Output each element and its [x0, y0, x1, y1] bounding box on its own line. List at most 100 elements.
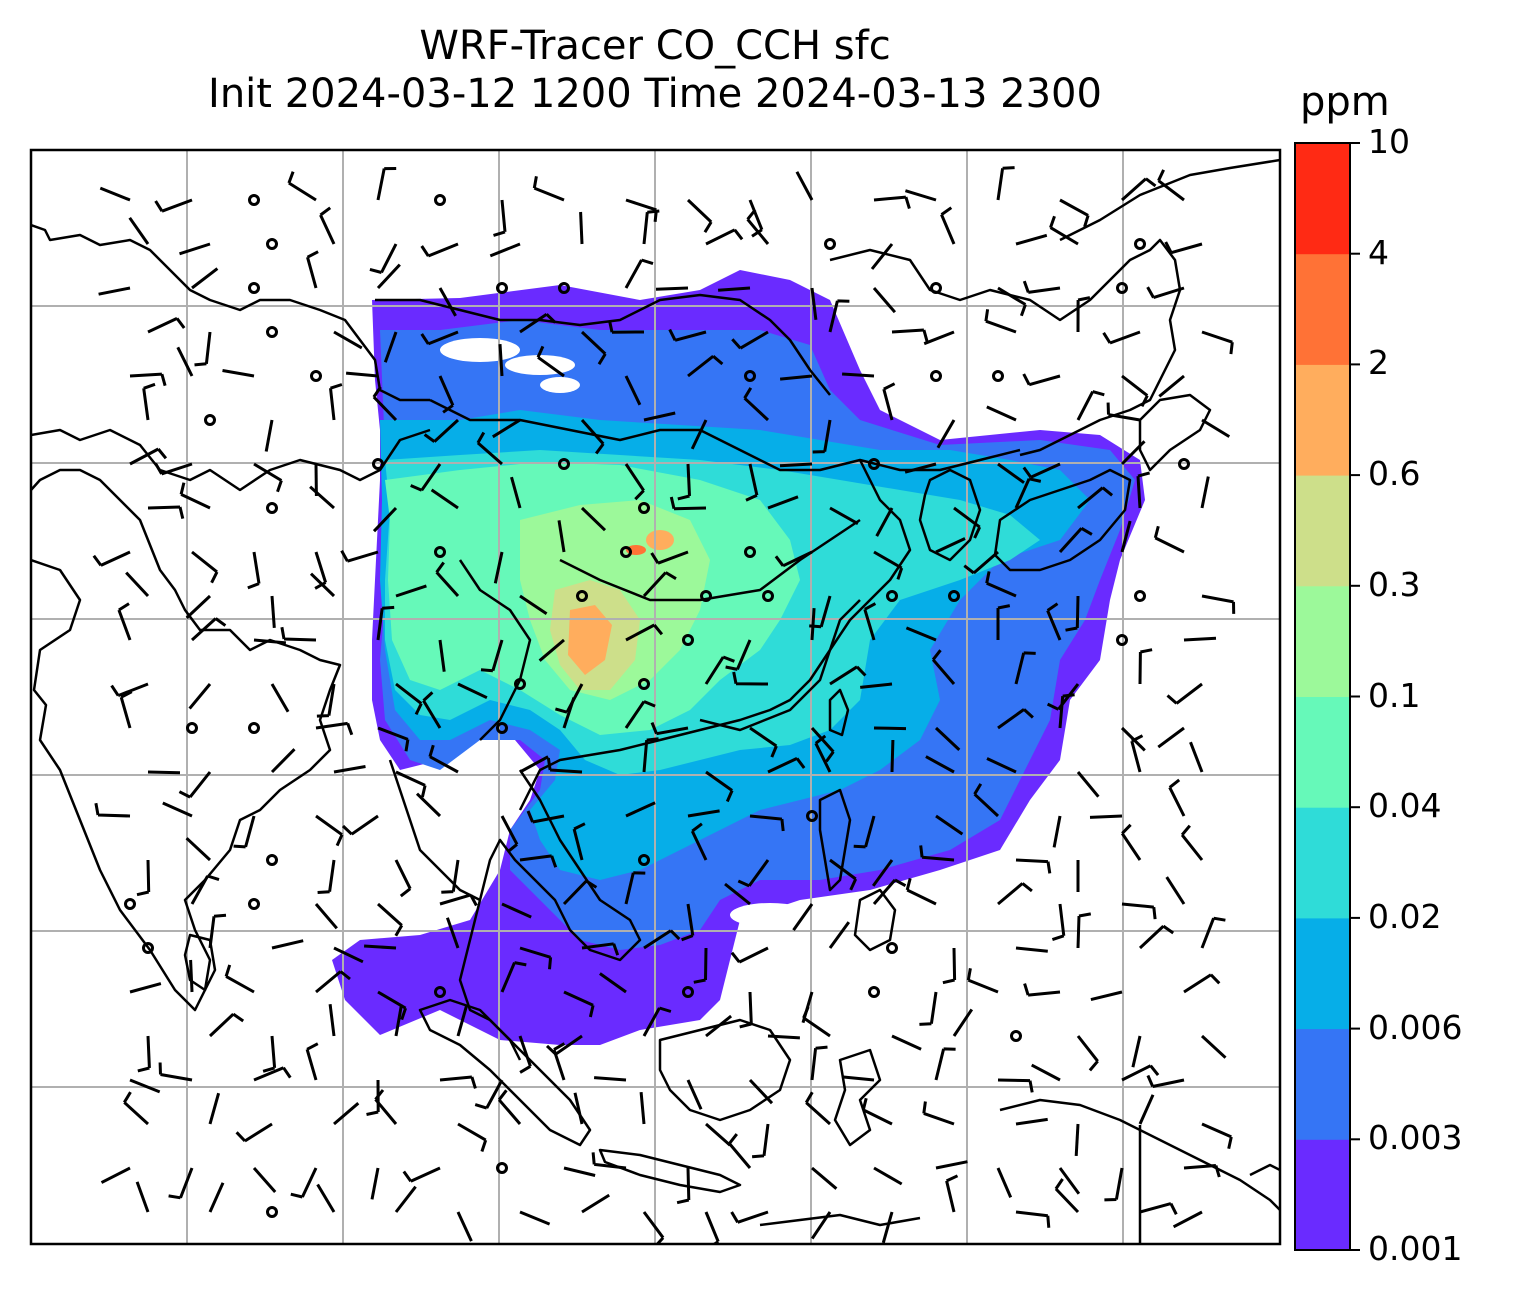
- wind-barb: [135, 1181, 150, 1213]
- wind-barb: [518, 1035, 532, 1074]
- border-china-west: [31, 428, 431, 492]
- wind-barb: [581, 942, 620, 956]
- wind-barb: [305, 1042, 319, 1081]
- calm-wind-marker: [638, 678, 650, 690]
- wind-barb: [935, 814, 964, 836]
- colorbar-segment: [1295, 917, 1350, 1030]
- title-line-1: WRF-Tracer CO_CCH sfc: [419, 23, 891, 69]
- calm-wind-marker: [744, 370, 756, 382]
- wind-barb: [402, 1166, 441, 1183]
- wind-barb: [1046, 602, 1062, 641]
- wind-barb: [253, 462, 283, 493]
- wind-barb: [287, 171, 317, 202]
- wind-barb: [456, 1211, 473, 1242]
- wind-barb: [1076, 296, 1091, 333]
- wind-barb: [642, 737, 659, 773]
- wind-barbs: [92, 166, 1236, 1244]
- wind-barb: [730, 946, 769, 964]
- calm-wind-marker: [310, 370, 322, 382]
- hotspot-0.6: [646, 530, 674, 550]
- wind-barb: [1146, 286, 1185, 300]
- wind-barb: [705, 1122, 731, 1147]
- wind-barb: [262, 1035, 277, 1073]
- colorbar-segment: [1295, 696, 1350, 808]
- wind-barb: [1076, 1035, 1099, 1072]
- wind-barb: [500, 961, 527, 993]
- wind-barb: [270, 748, 296, 774]
- wind-barb: [176, 346, 194, 377]
- wind-barb: [751, 1123, 770, 1159]
- wind-barb: [842, 372, 875, 378]
- gridlines: [31, 150, 1280, 1244]
- wind-barb: [372, 386, 398, 422]
- wind-barb: [953, 506, 982, 539]
- wind-barb: [624, 258, 654, 289]
- wind-barb: [996, 604, 1011, 640]
- wind-barb: [728, 1133, 752, 1169]
- wind-barb: [117, 602, 132, 641]
- wind-barb: [1201, 1122, 1233, 1150]
- wind-barb: [891, 328, 929, 342]
- colorbar-segment: [1295, 807, 1350, 919]
- wind-barb: [767, 1034, 800, 1040]
- wind-barb: [317, 859, 336, 894]
- calm-wind-marker: [266, 238, 278, 250]
- wind-barb: [224, 964, 255, 994]
- wind-barb: [1058, 527, 1093, 554]
- wind-barb: [997, 1078, 1034, 1093]
- calm-wind-marker: [682, 634, 694, 646]
- calm-wind-marker: [868, 458, 880, 470]
- wind-barb: [812, 419, 832, 454]
- wind-barb: [394, 859, 412, 898]
- colorbar: [1294, 142, 1360, 1251]
- wind-barb: [997, 708, 1034, 730]
- wind-barb: [435, 561, 460, 598]
- wind-barb: [686, 198, 713, 233]
- wind-barb: [129, 372, 167, 387]
- wind-barb: [395, 682, 423, 716]
- wind-barb: [725, 639, 752, 671]
- wind-barb: [270, 595, 276, 629]
- wind-barb: [563, 990, 595, 1018]
- wind-barb: [1022, 280, 1061, 294]
- wind-barb: [986, 757, 1017, 774]
- wind-barb: [945, 1174, 959, 1213]
- colorbar-tick-label: 0.3: [1368, 564, 1421, 604]
- wind-barb: [1121, 374, 1149, 408]
- wind-barb: [1059, 198, 1090, 228]
- calm-wind-marker: [1134, 238, 1146, 250]
- wind-barb: [1172, 1210, 1203, 1229]
- wind-barb: [904, 462, 937, 474]
- wind-barb: [690, 822, 708, 861]
- wind-barb: [1120, 520, 1132, 553]
- wind-barb: [1120, 440, 1146, 466]
- colorbar-tick-label: 0.04: [1368, 786, 1442, 826]
- wind-barb: [608, 320, 645, 334]
- wind-barb: [1164, 241, 1203, 255]
- wind-barb: [519, 854, 558, 868]
- wind-barb: [333, 1102, 360, 1126]
- wind-barb: [1015, 946, 1048, 953]
- wind-barb: [779, 374, 813, 381]
- wind-barb: [110, 682, 149, 697]
- colorbar-tick-label: 2: [1368, 343, 1389, 383]
- wind-barb: [625, 801, 656, 818]
- wind-barb: [890, 739, 895, 773]
- wind-barb: [829, 506, 859, 526]
- calm-wind-marker: [886, 942, 898, 954]
- wind-barb: [119, 690, 133, 729]
- wind-barb: [882, 382, 896, 421]
- wind-barb: [179, 242, 211, 256]
- wind-barb: [942, 947, 957, 985]
- title-line-2: Init 2024-03-12 1200 Time 2024-03-13 230…: [208, 71, 1102, 117]
- wind-barb: [208, 1012, 245, 1038]
- wind-barb: [376, 263, 401, 290]
- wind-barb: [828, 299, 850, 333]
- wind-barb: [162, 801, 193, 818]
- wind-barb: [642, 1211, 665, 1244]
- wind-barb: [1146, 1074, 1185, 1088]
- wind-barb: [828, 921, 851, 949]
- wind-barb: [552, 1042, 566, 1081]
- calm-wind-marker: [620, 546, 632, 558]
- calm-wind-marker: [1178, 458, 1190, 470]
